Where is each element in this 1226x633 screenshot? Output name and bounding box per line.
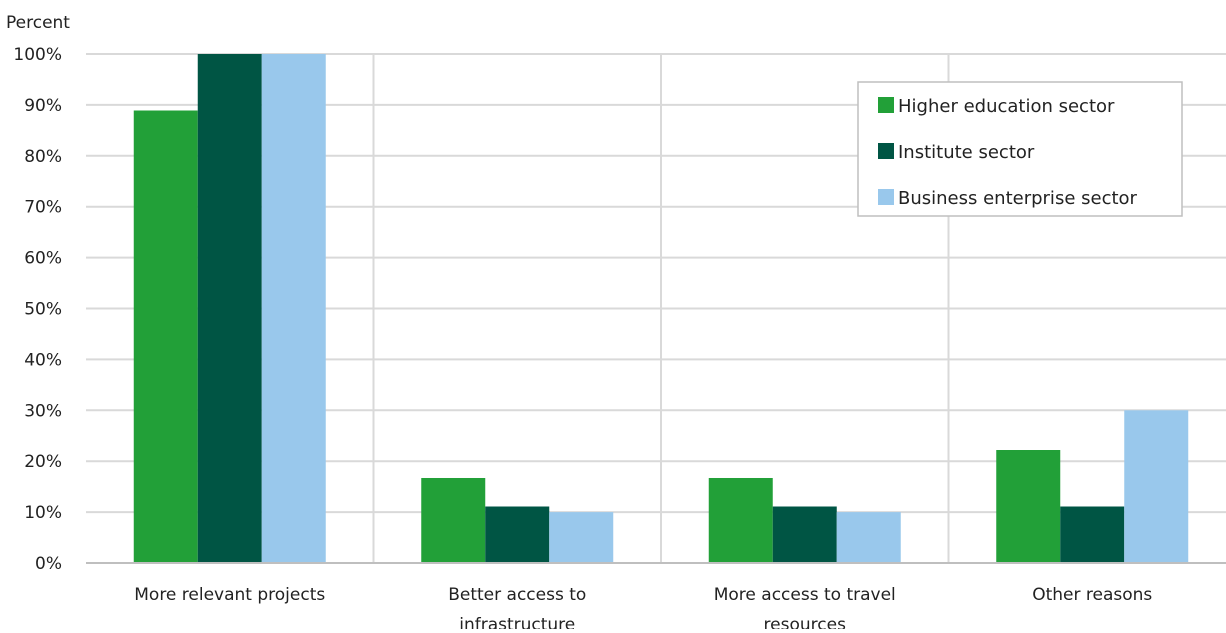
y-tick-label: 70% xyxy=(24,198,62,218)
bar xyxy=(708,477,773,563)
y-tick-label: 60% xyxy=(24,249,62,269)
bar xyxy=(549,512,614,563)
y-axis-title: Percent xyxy=(6,13,70,33)
y-tick-label: 20% xyxy=(24,452,62,472)
bar xyxy=(772,506,837,563)
x-category-label-line: Other reasons xyxy=(1032,585,1152,605)
y-tick-label: 50% xyxy=(24,300,62,320)
bar xyxy=(485,506,550,563)
x-category-label: More relevant projects xyxy=(134,585,325,605)
legend-entry-label: Institute sector xyxy=(898,142,1035,163)
x-category-label-line: More relevant projects xyxy=(134,585,325,605)
legend-entry-label: Business enterprise sector xyxy=(898,188,1138,209)
legend-entry-label: Higher education sector xyxy=(898,96,1115,117)
x-category-label-line: Better access to xyxy=(448,585,586,605)
bar xyxy=(1060,506,1125,563)
x-category-label: More access to travel resources xyxy=(714,585,896,629)
bar xyxy=(133,110,198,564)
legend-swatch xyxy=(878,189,894,205)
bar xyxy=(197,54,262,563)
bar xyxy=(1124,410,1189,563)
x-category-label-line: resources xyxy=(764,615,847,629)
x-category-label-line: infrastructure xyxy=(459,615,575,629)
x-category-label: Better access to infrastructure xyxy=(448,585,586,629)
legend: Higher education sector Institute sector B… xyxy=(857,81,1183,217)
y-tick-label: 100% xyxy=(13,45,62,65)
bar xyxy=(421,477,486,563)
bar xyxy=(996,450,1061,563)
x-category-label-line: More access to travel xyxy=(714,585,896,605)
y-tick-label: 90% xyxy=(24,96,62,116)
y-tick-label: 80% xyxy=(24,147,62,167)
axis-layer: 0% 10% 20% 30% 40% 50% 60% 70% 80% 90% 100% More re… xyxy=(6,13,1226,633)
bars-layer xyxy=(133,54,1189,564)
x-category-label: Other reasons xyxy=(1032,585,1152,605)
y-tick-label: 0% xyxy=(35,554,62,574)
legend-swatch xyxy=(878,97,894,113)
legend-box xyxy=(857,81,1183,217)
y-tick-label: 10% xyxy=(24,503,62,523)
y-tick-label: 40% xyxy=(24,350,62,370)
y-tick-label: 30% xyxy=(24,401,62,421)
legend-swatch xyxy=(878,143,894,159)
bar xyxy=(261,54,326,563)
bar xyxy=(836,512,901,563)
